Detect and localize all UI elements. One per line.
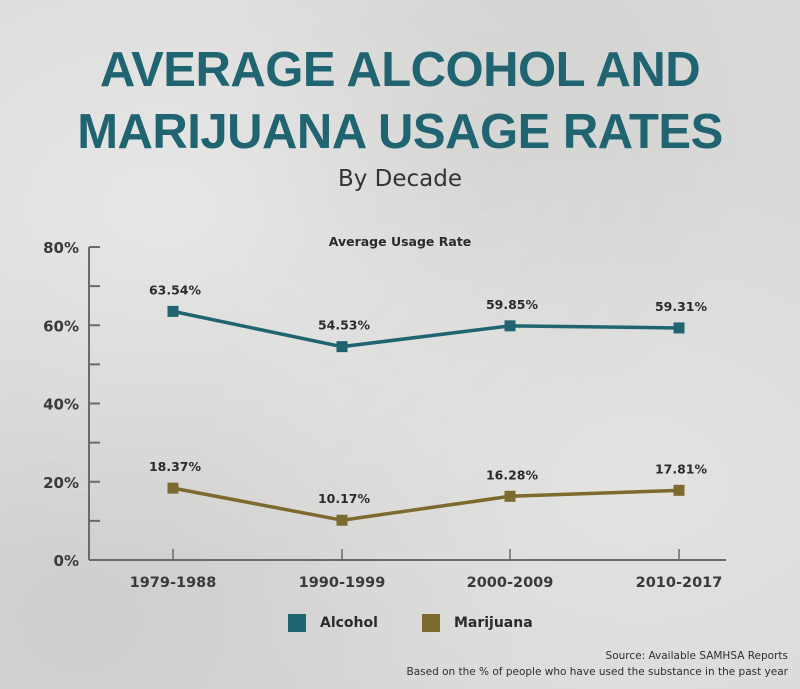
- source-note: Source: Available SAMHSA Reports Based o…: [407, 648, 789, 680]
- axes: 0% 20% 40% 60% 80% 1979-1988 1990-1999 2000-200…: [43, 239, 726, 591]
- legend-label-marijuana: Marijuana: [453, 615, 533, 631]
- data-point-alcohol: [336, 341, 348, 353]
- methodology-note: Based on the % of people who have used t…: [406, 666, 789, 678]
- series-line-marijuana: [172, 486, 680, 522]
- page-subtitle: By Decade: [337, 166, 463, 192]
- data-point-marijuana: [336, 514, 348, 526]
- data-point-marijuana: [504, 490, 516, 502]
- data-label-marijuana: 17.81%: [655, 461, 708, 476]
- data-point-alcohol: [167, 305, 179, 317]
- y-tick-label: 80%: [43, 239, 79, 257]
- data-label-marijuana: 10.17%: [318, 491, 371, 506]
- series-alcohol: 63.54% 54.53% 59.85% 59.31%: [149, 282, 708, 353]
- x-tick-label: 1990-1999: [299, 575, 386, 591]
- legend-item-marijuana: Marijuana: [421, 614, 533, 632]
- page-title-line1: AVERAGE ALCOHOL AND: [99, 43, 701, 97]
- series-layer: 63.54% 54.53% 59.85% 59.31% 18.37% 10.17% 16.2…: [149, 282, 708, 526]
- y-tick-label: 40%: [43, 396, 79, 414]
- data-point-marijuana: [167, 482, 179, 494]
- x-tick-label: 2010-2017: [636, 575, 723, 591]
- x-tick-label: 1979-1988: [130, 575, 217, 591]
- y-tick-label: 60%: [43, 317, 79, 335]
- data-label-alcohol: 54.53%: [318, 318, 371, 333]
- data-label-alcohol: 63.54%: [149, 282, 202, 297]
- source-text: Source: Available SAMHSA Reports: [605, 650, 788, 662]
- y-tick-label: 20%: [43, 474, 79, 492]
- legend-swatch-alcohol: [288, 614, 306, 632]
- legend-item-alcohol: Alcohol: [288, 614, 378, 632]
- chart-title: Average Usage Rate: [329, 234, 472, 249]
- data-point-alcohol: [673, 322, 685, 334]
- legend: Alcohol Marijuana: [288, 614, 577, 632]
- data-label-marijuana: 18.37%: [149, 459, 202, 474]
- data-label-alcohol: 59.85%: [486, 297, 539, 312]
- y-tick-label: 0%: [54, 552, 79, 570]
- series-line-alcohol: [172, 309, 680, 349]
- data-label-marijuana: 16.28%: [486, 467, 539, 482]
- x-tick-label: 2000-2009: [467, 575, 554, 591]
- legend-swatch-marijuana: [421, 614, 440, 632]
- data-label-alcohol: 59.31%: [655, 299, 708, 314]
- series-marijuana: 18.37% 10.17% 16.28% 17.81%: [149, 459, 708, 526]
- page-title-line2: MARIJUANA USAGE RATES: [77, 105, 723, 159]
- data-point-marijuana: [673, 484, 685, 496]
- data-point-alcohol: [504, 320, 516, 332]
- legend-label-alcohol: Alcohol: [320, 615, 378, 631]
